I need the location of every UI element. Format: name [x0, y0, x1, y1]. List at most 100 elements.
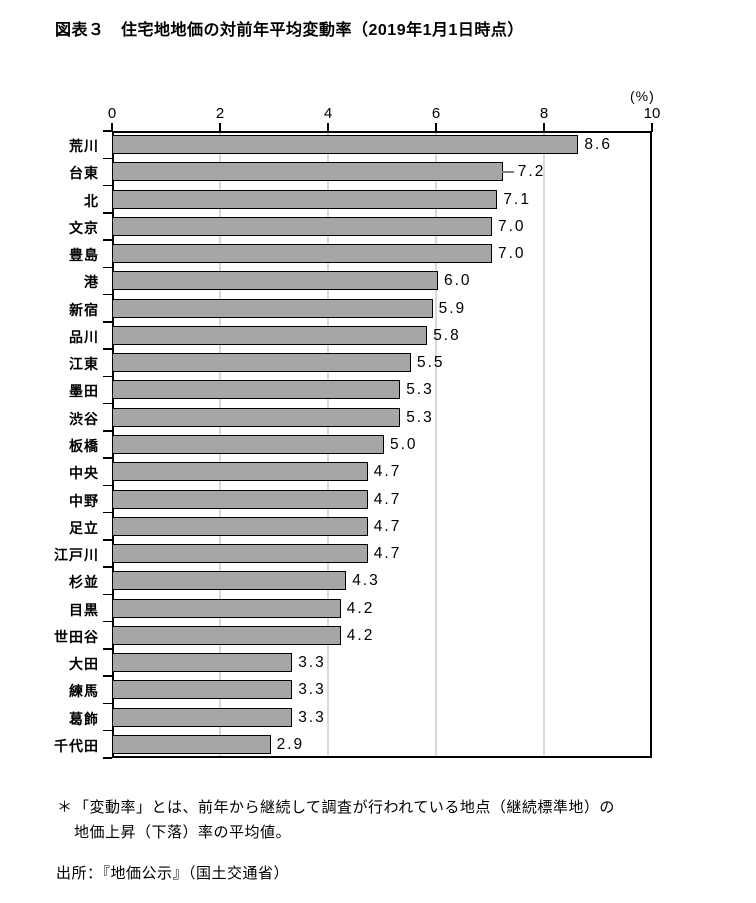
category-label: 大田: [69, 656, 99, 673]
category-label: 葛飾: [69, 710, 99, 727]
bar: [112, 734, 271, 754]
bar-value-label: 4.7: [373, 490, 402, 508]
bar: [112, 516, 368, 536]
bar-value-label: 7.2: [517, 163, 546, 181]
y-axis-tick-mark: [103, 157, 112, 159]
bar: [112, 216, 492, 236]
bar: [112, 325, 428, 345]
category-label: 品川: [69, 328, 99, 345]
category-label: 中野: [69, 492, 99, 509]
x-axis-tick-mark: [543, 123, 545, 132]
category-label: 杉並: [69, 574, 99, 591]
y-axis-tick-mark: [103, 430, 112, 432]
bar-value-label: 8.6: [584, 136, 612, 154]
bar-value-label: 7.0: [498, 245, 526, 263]
bar: [112, 189, 498, 209]
y-axis-tick-mark: [103, 375, 112, 378]
y-axis-tick-mark: [103, 511, 112, 514]
y-axis-tick-mark: [103, 402, 112, 405]
y-axis-tick-mark: [103, 675, 112, 677]
y-axis-tick-mark: [103, 566, 112, 568]
x-axis-tick-mark: [111, 123, 113, 132]
category-label: 中央: [69, 465, 99, 482]
category-label: 墨田: [69, 383, 99, 400]
bar: [112, 598, 341, 618]
bar-value-label: 4.2: [346, 626, 375, 644]
footnote-line-2: 地価上昇（下落）率の平均値。: [74, 824, 292, 841]
category-label: 豊島: [69, 247, 99, 264]
bar-value-label: 3.3: [298, 681, 326, 699]
label-leader-line: [501, 171, 514, 173]
y-axis-tick-mark: [103, 184, 112, 187]
y-axis-tick-mark: [103, 130, 112, 132]
x-axis-tick-label: 10: [643, 105, 661, 122]
figure-title: 図表３ 住宅地地価の対前年平均変動率（2019年1月1日時点）: [55, 22, 524, 39]
x-axis-tick-label: 8: [539, 105, 549, 122]
bar: [112, 162, 503, 182]
x-axis-tick-mark: [219, 123, 221, 132]
bar: [112, 544, 368, 564]
axis-unit-label: (%): [630, 88, 655, 104]
y-axis-tick-mark: [103, 620, 112, 623]
bar: [112, 680, 293, 700]
category-label: 荒川: [69, 138, 99, 155]
category-label: 渋谷: [69, 410, 99, 427]
gridline: [543, 133, 545, 756]
category-label: 港: [84, 274, 99, 291]
bar-value-label: 5.3: [406, 381, 434, 399]
y-axis-tick-mark: [103, 293, 112, 296]
footnote-marker: ＊: [57, 799, 73, 816]
bar-value-label: 6.0: [444, 272, 472, 290]
bar-value-label: 4.7: [373, 545, 402, 563]
bar: [112, 244, 492, 264]
y-axis-tick-mark: [103, 539, 112, 541]
bar: [112, 707, 293, 727]
x-axis-tick-label: 6: [431, 105, 441, 122]
bar-value-label: 4.7: [373, 463, 402, 481]
bar-value-label: 5.0: [390, 436, 418, 453]
bar: [112, 435, 384, 454]
bar: [112, 353, 411, 373]
x-axis-tick-mark: [327, 123, 329, 132]
x-axis-tick-mark: [435, 123, 437, 132]
category-label: 千代田: [54, 737, 99, 754]
y-axis-tick-mark: [103, 648, 112, 650]
bar-value-label: 2.9: [276, 735, 305, 753]
bar: [112, 625, 341, 645]
y-axis-tick-mark: [103, 266, 112, 269]
bar: [112, 571, 347, 591]
category-label: 練馬: [69, 683, 99, 700]
bar-value-label: 3.3: [298, 708, 326, 726]
y-axis-tick-mark: [103, 212, 112, 214]
bar: [112, 135, 579, 155]
bar: [112, 271, 438, 291]
y-axis-tick-mark: [103, 457, 112, 459]
bar-value-label: 4.7: [373, 517, 402, 535]
bar: [112, 407, 401, 427]
category-label: 目黒: [69, 601, 99, 618]
category-label: 足立: [69, 519, 99, 536]
bar-value-label: 5.3: [406, 408, 434, 426]
bar: [112, 489, 368, 509]
x-axis-tick-label: 0: [107, 105, 117, 122]
bar: [112, 653, 293, 673]
y-axis-tick-mark: [103, 348, 112, 350]
bar-value-label: 5.5: [417, 354, 445, 372]
bar-value-label: 4.3: [352, 572, 380, 590]
bar-value-label: 5.9: [438, 299, 467, 317]
y-axis-tick-mark: [103, 321, 112, 323]
bar-value-label: 5.8: [433, 326, 461, 344]
x-axis-tick-label: 2: [215, 105, 225, 122]
y-axis-tick-mark: [103, 702, 112, 705]
bar: [112, 298, 433, 318]
footnote-line-1: 「変動率」とは、前年から継続して調査が行われている地点（継続標準地）の: [74, 799, 615, 816]
y-axis-tick-mark: [103, 729, 112, 732]
y-axis-tick-mark: [103, 484, 112, 487]
category-label: 北: [84, 192, 99, 209]
source-line: 出所：『地価公示』（国土交通省）: [56, 865, 290, 882]
bar-value-label: 7.0: [498, 217, 526, 235]
category-label: 板橋: [69, 438, 99, 454]
category-label: 世田谷: [54, 628, 99, 645]
gridline: [435, 133, 437, 756]
bar-value-label: 7.1: [503, 190, 531, 208]
